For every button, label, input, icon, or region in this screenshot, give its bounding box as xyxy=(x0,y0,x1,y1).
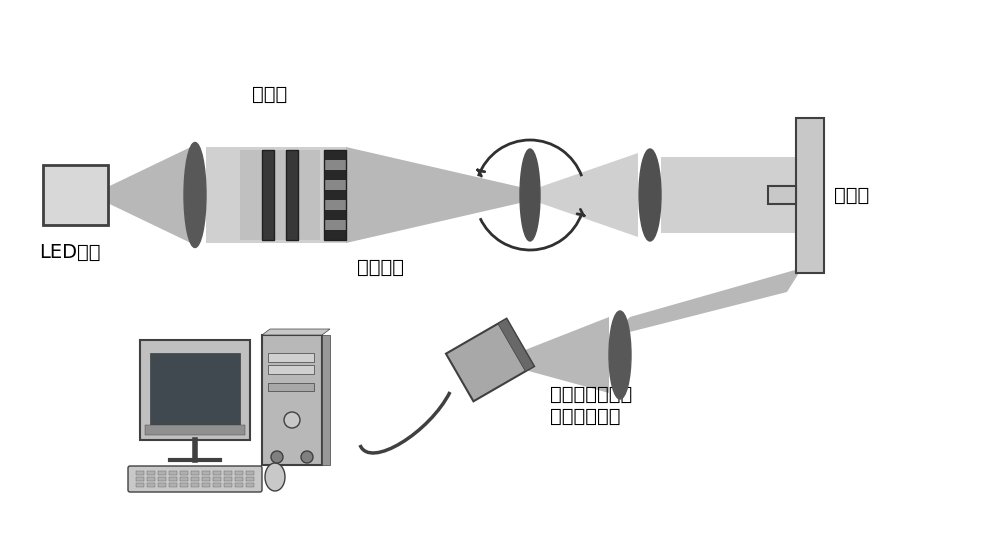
Bar xyxy=(140,340,250,440)
Ellipse shape xyxy=(265,463,285,491)
Bar xyxy=(322,335,330,465)
Bar xyxy=(191,471,199,475)
Bar xyxy=(169,477,177,481)
Bar xyxy=(268,383,314,391)
Bar xyxy=(147,471,155,475)
Bar xyxy=(150,352,240,428)
Bar xyxy=(180,471,188,475)
Bar xyxy=(169,471,177,475)
Bar xyxy=(235,471,243,475)
Bar xyxy=(268,353,314,362)
Text: 待测面: 待测面 xyxy=(834,185,869,204)
Bar xyxy=(246,471,254,475)
Bar xyxy=(145,425,245,435)
Bar xyxy=(324,150,346,240)
Text: 偏振光栅: 偏振光栅 xyxy=(356,258,404,277)
Bar xyxy=(136,483,144,487)
Text: 偏振片: 偏振片 xyxy=(252,85,288,104)
Bar xyxy=(324,190,346,200)
Polygon shape xyxy=(610,268,802,337)
Bar xyxy=(147,477,155,481)
Bar xyxy=(324,220,346,230)
Polygon shape xyxy=(498,319,534,371)
Bar xyxy=(213,477,221,481)
Ellipse shape xyxy=(639,149,661,241)
Ellipse shape xyxy=(520,149,540,241)
Polygon shape xyxy=(540,153,638,237)
Bar xyxy=(286,150,298,240)
Bar xyxy=(768,186,796,204)
Bar xyxy=(246,483,254,487)
Bar xyxy=(235,477,243,481)
Bar xyxy=(324,160,346,170)
Bar xyxy=(224,483,232,487)
Bar xyxy=(42,165,108,225)
Bar xyxy=(324,170,346,180)
Polygon shape xyxy=(661,157,805,233)
Text: 偏振同时探测型
探测采集系统: 偏振同时探测型 探测采集系统 xyxy=(550,385,632,426)
Polygon shape xyxy=(262,329,330,335)
Bar xyxy=(158,471,166,475)
Bar xyxy=(136,477,144,481)
Bar xyxy=(324,150,346,160)
Polygon shape xyxy=(346,147,520,243)
Bar xyxy=(136,471,144,475)
Bar xyxy=(213,483,221,487)
Bar xyxy=(324,180,346,190)
Bar xyxy=(235,483,243,487)
Circle shape xyxy=(271,451,283,463)
Bar xyxy=(191,483,199,487)
Bar xyxy=(202,471,210,475)
Polygon shape xyxy=(108,145,195,245)
Bar xyxy=(262,150,274,240)
Bar xyxy=(202,477,210,481)
Bar xyxy=(180,477,188,481)
Bar xyxy=(202,483,210,487)
Ellipse shape xyxy=(609,311,631,399)
Bar xyxy=(240,150,320,240)
Bar xyxy=(324,200,346,210)
Circle shape xyxy=(301,451,313,463)
Bar xyxy=(246,477,254,481)
Bar xyxy=(213,471,221,475)
Bar xyxy=(180,483,188,487)
Ellipse shape xyxy=(184,143,206,248)
Bar xyxy=(224,471,232,475)
Bar xyxy=(169,483,177,487)
Bar xyxy=(158,483,166,487)
FancyBboxPatch shape xyxy=(128,466,262,492)
Polygon shape xyxy=(446,319,534,401)
Polygon shape xyxy=(206,147,347,243)
Bar xyxy=(324,210,346,220)
Bar xyxy=(224,477,232,481)
Bar xyxy=(268,365,314,374)
Bar xyxy=(324,230,346,240)
Bar xyxy=(191,477,199,481)
Bar xyxy=(158,477,166,481)
Bar xyxy=(796,118,824,273)
Bar xyxy=(262,335,322,465)
Bar xyxy=(147,483,155,487)
Circle shape xyxy=(284,412,300,428)
Text: LED光源: LED光源 xyxy=(39,243,101,262)
Polygon shape xyxy=(525,317,609,393)
